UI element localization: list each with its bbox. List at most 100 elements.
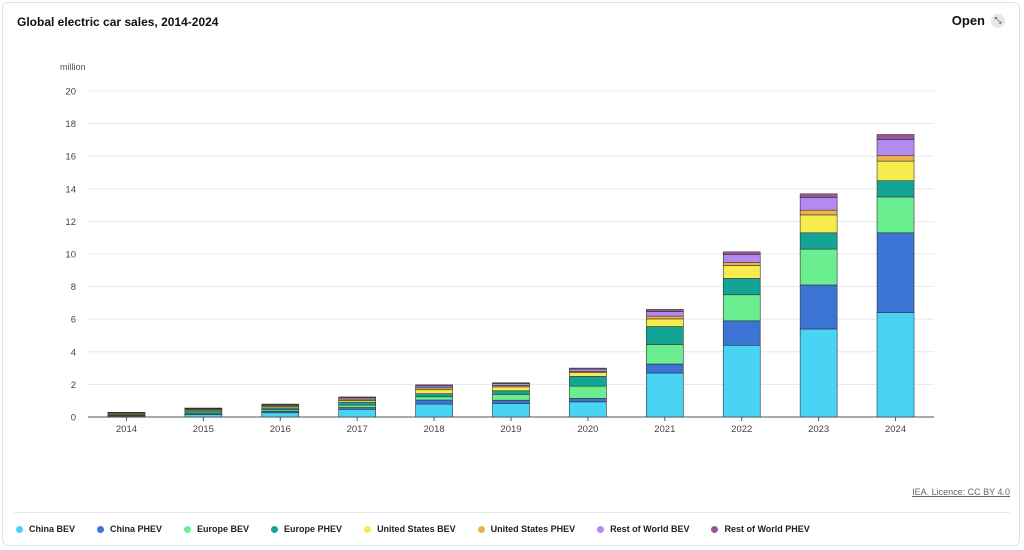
legend-item[interactable]: United States BEV — [364, 524, 456, 534]
bar-segment-united-states-bev — [646, 318, 684, 327]
x-tick-label: 2021 — [654, 424, 675, 435]
y-tick-label: 8 — [71, 282, 76, 293]
y-tick-label: 4 — [71, 347, 76, 358]
bar-segment-china-phev — [492, 399, 530, 404]
bar-segment-united-states-bev — [722, 265, 761, 279]
chart-title: Global electric car sales, 2014-2024 — [17, 15, 219, 29]
x-tick-label: 2016 — [270, 424, 291, 435]
bar-segment-rest-of-world-bev — [569, 368, 607, 372]
bar-segment-europe-bev — [722, 294, 761, 322]
x-tick-label: 2019 — [500, 424, 521, 435]
legend-item[interactable]: China BEV — [16, 524, 75, 534]
y-tick-label: 6 — [71, 315, 76, 326]
x-tick-label: 2024 — [885, 424, 906, 435]
bar-segment-china-phev — [799, 284, 838, 330]
y-tick-label: 0 — [71, 413, 76, 424]
bar-segment-china-bev — [261, 412, 300, 418]
bar-segment-rest-of-world-phev — [646, 309, 684, 312]
bar-segment-china-phev — [722, 320, 761, 346]
bar-segment-china-bev — [184, 414, 223, 418]
bar-segment-europe-bev — [415, 396, 453, 401]
y-tick-label: 12 — [65, 217, 76, 228]
bar-segment-rest-of-world-phev — [569, 367, 607, 370]
legend-label: China PHEV — [110, 524, 163, 534]
bar-segment-europe-bev — [799, 248, 838, 286]
bar-segment-united-states-phev — [876, 155, 915, 162]
bar-segment-rest-of-world-phev — [876, 134, 915, 140]
bar-segment-europe-phev — [415, 393, 453, 398]
y-axis-label: million — [60, 62, 86, 72]
legend-item[interactable]: Europe BEV — [184, 524, 249, 534]
bar-segment-china-phev — [569, 398, 607, 403]
bar-segment-united-states-bev — [799, 214, 838, 234]
x-tick-label: 2017 — [347, 424, 368, 435]
bar-segment-china-bev — [646, 372, 684, 418]
x-tick-label: 2014 — [116, 424, 137, 435]
stacked-bar-chart: million 0 2 4 6 8 10 12 14 16 18 20 2014 2015 2016 2017… — [60, 62, 934, 435]
bar-segment-china-phev — [646, 363, 684, 374]
bar-segment-china-bev — [799, 328, 838, 418]
bar-segment-united-states-phev — [722, 262, 761, 266]
bar-segment-rest-of-world-bev — [799, 197, 838, 211]
bar-segment-europe-bev — [492, 394, 530, 401]
legend-swatch-icon — [597, 525, 605, 533]
legend-swatch-icon — [477, 525, 485, 533]
legend-label: China BEV — [29, 524, 76, 534]
y-tick-label: 2 — [71, 380, 76, 391]
legend-label: Europe PHEV — [284, 524, 343, 534]
y-tick-label: 14 — [65, 184, 76, 195]
bar-segment-china-phev — [876, 232, 915, 313]
y-tick-label: 20 — [65, 87, 76, 98]
bar-segment-rest-of-world-phev — [338, 396, 376, 399]
legend-label: Europe BEV — [197, 524, 250, 534]
legend-label: United States BEV — [377, 524, 456, 534]
x-tick-label: 2020 — [577, 424, 598, 435]
bar-segment-united-states-phev — [646, 315, 684, 320]
legend-swatch-icon — [16, 525, 23, 533]
legend-swatch-icon — [271, 525, 279, 533]
bar-segment-europe-phev — [722, 278, 761, 296]
bar-segment-europe-phev — [876, 180, 915, 198]
legend-label: Rest of World BEV — [610, 524, 690, 534]
bar-segment-united-states-bev — [876, 160, 915, 181]
legend-swatch-icon — [711, 525, 719, 533]
bar-segment-rest-of-world-bev — [722, 254, 761, 263]
bar-segment-europe-phev — [569, 376, 607, 387]
expand-icon: ⤡ — [991, 13, 1005, 28]
bar-segment-europe-bev — [338, 404, 376, 408]
bar-segment-europe-bev — [569, 385, 607, 399]
licence-link[interactable]: IEA. Licence: CC BY 4.0 — [912, 487, 1010, 497]
y-tick-label: 16 — [65, 152, 76, 163]
bar-segment-china-bev — [492, 403, 530, 418]
legend-item[interactable]: Rest of World BEV — [597, 524, 689, 534]
bar-segment-china-bev — [876, 312, 915, 418]
bar-segment-united-states-phev — [799, 209, 838, 216]
legend-item[interactable]: United States PHEV — [477, 524, 576, 534]
legend-divider — [14, 512, 1010, 513]
legend-item[interactable]: Rest of World PHEV — [711, 524, 810, 534]
bar-segment-united-states-bev — [569, 372, 607, 377]
legend-label: Rest of World PHEV — [724, 524, 810, 534]
open-button[interactable]: Open ⤡ — [952, 13, 1005, 28]
bar-segment-united-states-bev — [415, 389, 453, 394]
bar-segment-china-phev — [415, 399, 453, 405]
chart-legend: China BEV China PHEV Europe BEV Europe PHEV… — [16, 524, 810, 534]
bar-segment-europe-phev — [492, 390, 530, 395]
legend-item[interactable]: Europe PHEV — [271, 524, 342, 534]
bar-segment-europe-phev — [338, 401, 376, 406]
bar-segment-rest-of-world-bev — [876, 139, 915, 157]
bar-segment-rest-of-world-bev — [646, 311, 684, 317]
bar-segment-rest-of-world-phev — [722, 251, 761, 255]
bar-segment-china-bev — [415, 403, 453, 418]
x-tick-label: 2015 — [193, 424, 214, 435]
x-tick-label: 2023 — [808, 424, 829, 435]
bar-segment-rest-of-world-phev — [492, 382, 530, 384]
y-tick-label: 18 — [65, 119, 76, 130]
legend-label: United States PHEV — [490, 524, 576, 534]
y-tick-label: 10 — [65, 250, 76, 261]
legend-item[interactable]: China PHEV — [97, 524, 162, 534]
x-tick-label: 2022 — [731, 424, 752, 435]
bar-segment-europe-bev — [876, 196, 915, 234]
bar-segment-europe-phev — [646, 326, 684, 345]
